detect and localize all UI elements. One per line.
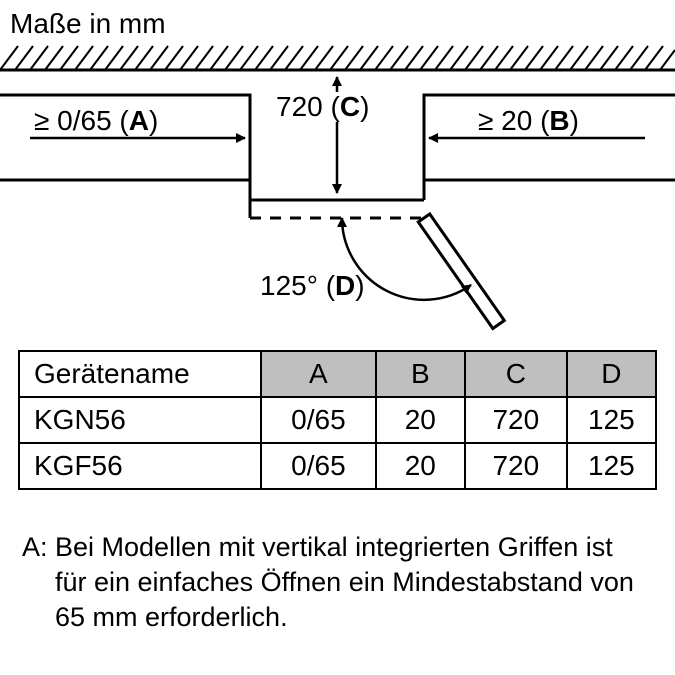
col-A: A	[261, 351, 376, 397]
dimension-B: ≥ 20 (B)	[429, 105, 645, 138]
col-name: Gerätename	[19, 351, 261, 397]
cell: 20	[376, 397, 465, 443]
installation-diagram: ≥ 0/65 (A) ≥ 20 (B) 720 (C) 125° (D)	[0, 40, 675, 335]
col-D: D	[567, 351, 656, 397]
col-C: C	[465, 351, 567, 397]
svg-text:720 (C): 720 (C)	[276, 91, 369, 122]
table-row: KGF56 0/65 20 720 125	[19, 443, 656, 489]
cell: 20	[376, 443, 465, 489]
cell: 720	[465, 443, 567, 489]
svg-text:≥ 20 (B): ≥ 20 (B)	[478, 105, 579, 136]
svg-text:125° (D): 125° (D)	[260, 270, 365, 301]
svg-text:≥ 0/65 (A): ≥ 0/65 (A)	[34, 105, 158, 136]
col-B: B	[376, 351, 465, 397]
ceiling-hatch	[0, 46, 675, 70]
cell: 720	[465, 397, 567, 443]
cell-name: KGN56	[19, 397, 261, 443]
dimension-A: ≥ 0/65 (A)	[30, 105, 245, 138]
cell: 0/65	[261, 397, 376, 443]
dimension-C: 720 (C)	[270, 77, 400, 193]
table-row: KGN56 0/65 20 720 125	[19, 397, 656, 443]
dimensions-table: Gerätename A B C D KGN56 0/65 20 720 125…	[18, 350, 657, 490]
table-header-row: Gerätename A B C D	[19, 351, 656, 397]
footnote-A: A: Bei Modellen mit vertikal integrierte…	[22, 530, 642, 635]
open-door	[418, 214, 504, 329]
cell: 125	[567, 443, 656, 489]
cell-name: KGF56	[19, 443, 261, 489]
cell: 125	[567, 397, 656, 443]
title-text: Maße in mm	[10, 8, 166, 40]
cell: 0/65	[261, 443, 376, 489]
